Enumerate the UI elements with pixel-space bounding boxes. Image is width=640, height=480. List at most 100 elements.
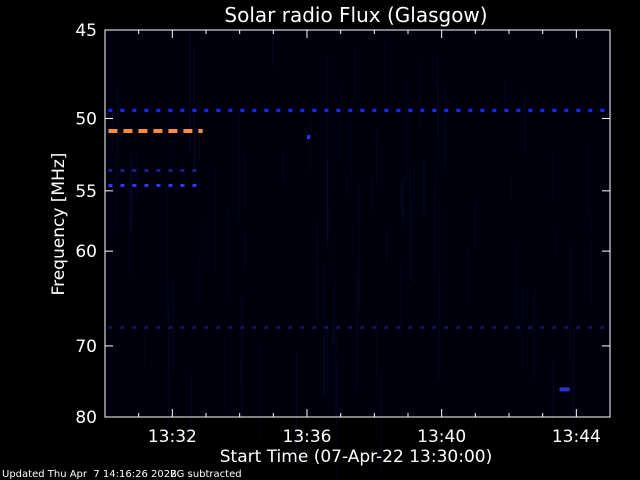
emission-segment [540, 108, 545, 112]
noise-streak [405, 79, 407, 182]
noise-streak [144, 335, 145, 366]
noise-streak [172, 281, 174, 372]
emission-segment [192, 169, 197, 172]
noise-streak [385, 38, 386, 98]
noise-streak [437, 56, 438, 137]
noise-streak [413, 163, 415, 194]
emission-segment [192, 326, 197, 329]
emission-segment [420, 326, 425, 329]
noise-streak [381, 144, 383, 183]
emission-segment [156, 169, 161, 172]
emission-segment [564, 326, 569, 329]
noise-streak [316, 221, 318, 322]
noise-streak [114, 137, 116, 232]
emission-segment [180, 184, 185, 187]
y-tick-label: 60 [75, 242, 97, 262]
emission-segment [144, 184, 149, 187]
x-tick-label: 13:32 [148, 427, 197, 447]
emission-segment [552, 108, 557, 112]
emission-segment [480, 108, 485, 112]
noise-streak [590, 241, 592, 302]
x-axis: 13:32 13:36 13:40 13:44 [104, 30, 611, 447]
emission-segment [444, 108, 449, 112]
noise-streak [474, 200, 476, 249]
noise-streak [338, 84, 340, 163]
noise-streak [117, 83, 119, 189]
emission-segment [312, 108, 317, 112]
background-noise [105, 31, 592, 480]
emission-segment [228, 326, 233, 329]
noise-streak [533, 290, 535, 379]
emission-segment [156, 326, 161, 329]
y-tick-label: 50 [75, 109, 97, 129]
noise-streak [173, 107, 175, 182]
emission-segment [228, 108, 233, 112]
emission-segment [516, 326, 521, 329]
emission-segment [168, 108, 173, 112]
emission-segment [528, 326, 533, 329]
emission-segment [288, 326, 293, 329]
x-axis-label: Start Time (07-Apr-22 13:30:00) [220, 447, 492, 467]
y-tick-label: 55 [75, 182, 97, 202]
emission-segment [372, 108, 377, 112]
emission-segment [552, 326, 557, 329]
noise-streak [356, 273, 358, 389]
emission-segment [288, 108, 293, 112]
noise-streak [552, 358, 554, 425]
emission-segment [408, 108, 413, 112]
noise-streak [420, 60, 422, 129]
emission-segment [372, 326, 377, 329]
noise-streak [556, 227, 558, 258]
noise-streak [402, 172, 404, 227]
noise-streak [504, 77, 506, 118]
noise-streak [569, 244, 571, 360]
y-tick-label: 45 [75, 21, 97, 41]
x-tick-label: 13:44 [552, 427, 601, 447]
noise-streak [271, 39, 273, 67]
noise-streak [332, 329, 334, 403]
emission-segment [528, 108, 533, 112]
emission-segment [123, 129, 133, 133]
emission-segment [252, 326, 257, 329]
emission-segment [348, 108, 353, 112]
plot-frame [104, 29, 611, 418]
noise-streak [423, 158, 425, 215]
emission-segment [192, 108, 197, 112]
y-axis: 45 50 55 60 70 80 [75, 21, 610, 428]
emission-segment [600, 108, 605, 112]
emission-segment [276, 108, 281, 112]
bg-subtracted-note: BG subtracted [170, 469, 242, 480]
noise-streak [227, 211, 229, 300]
emission-segment [456, 326, 461, 329]
noise-streak [587, 142, 589, 216]
noise-streak [573, 328, 575, 439]
emission-segment [144, 108, 149, 112]
emission-segment [204, 326, 209, 329]
emission-segment [108, 169, 113, 172]
emission-segment [492, 326, 497, 329]
noise-streak [467, 251, 469, 304]
emission-segment [108, 129, 118, 133]
noise-streak [189, 31, 191, 152]
noise-streak [137, 153, 139, 201]
emission-segment [168, 169, 173, 172]
noise-streak [524, 91, 526, 154]
x-tick-label: 13:40 [417, 427, 466, 447]
noise-streak [439, 203, 441, 332]
noise-streak [166, 184, 167, 319]
noise-streak [213, 166, 215, 269]
noise-streak [386, 226, 387, 262]
emission-spot [307, 135, 311, 140]
noise-streak [417, 64, 419, 96]
noise-streak [354, 48, 356, 102]
emission-segment [420, 108, 425, 112]
y-tick-label: 80 [75, 408, 97, 428]
emission-segment [600, 326, 605, 329]
emission-segment [324, 326, 329, 329]
emission-segment [108, 326, 113, 329]
noise-streak [401, 259, 403, 339]
emission-segment [120, 169, 125, 172]
emission-segment [360, 108, 365, 112]
emission-segment [132, 169, 137, 172]
